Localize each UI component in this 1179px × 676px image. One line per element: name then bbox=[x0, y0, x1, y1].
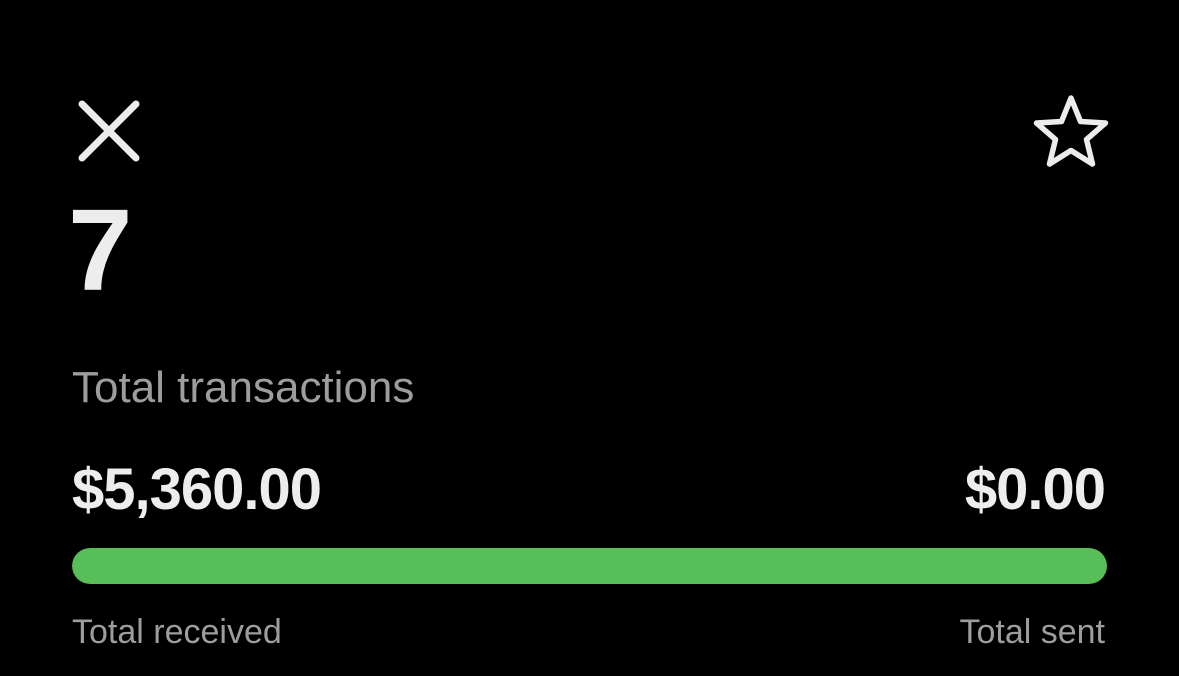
total-sent-label: Total sent bbox=[959, 613, 1105, 651]
favorite-button[interactable] bbox=[1030, 92, 1112, 170]
transaction-count: 7 bbox=[68, 185, 133, 315]
received-sent-bar bbox=[72, 548, 1107, 584]
transaction-count-label: Total transactions bbox=[72, 363, 415, 412]
star-icon bbox=[1033, 95, 1109, 167]
received-bar-fill bbox=[72, 548, 1107, 584]
total-received-label: Total received bbox=[72, 613, 282, 651]
close-button[interactable] bbox=[72, 94, 146, 168]
total-received-amount: $5,360.00 bbox=[72, 457, 322, 522]
total-sent-amount: $0.00 bbox=[964, 457, 1106, 522]
close-icon bbox=[78, 100, 140, 162]
